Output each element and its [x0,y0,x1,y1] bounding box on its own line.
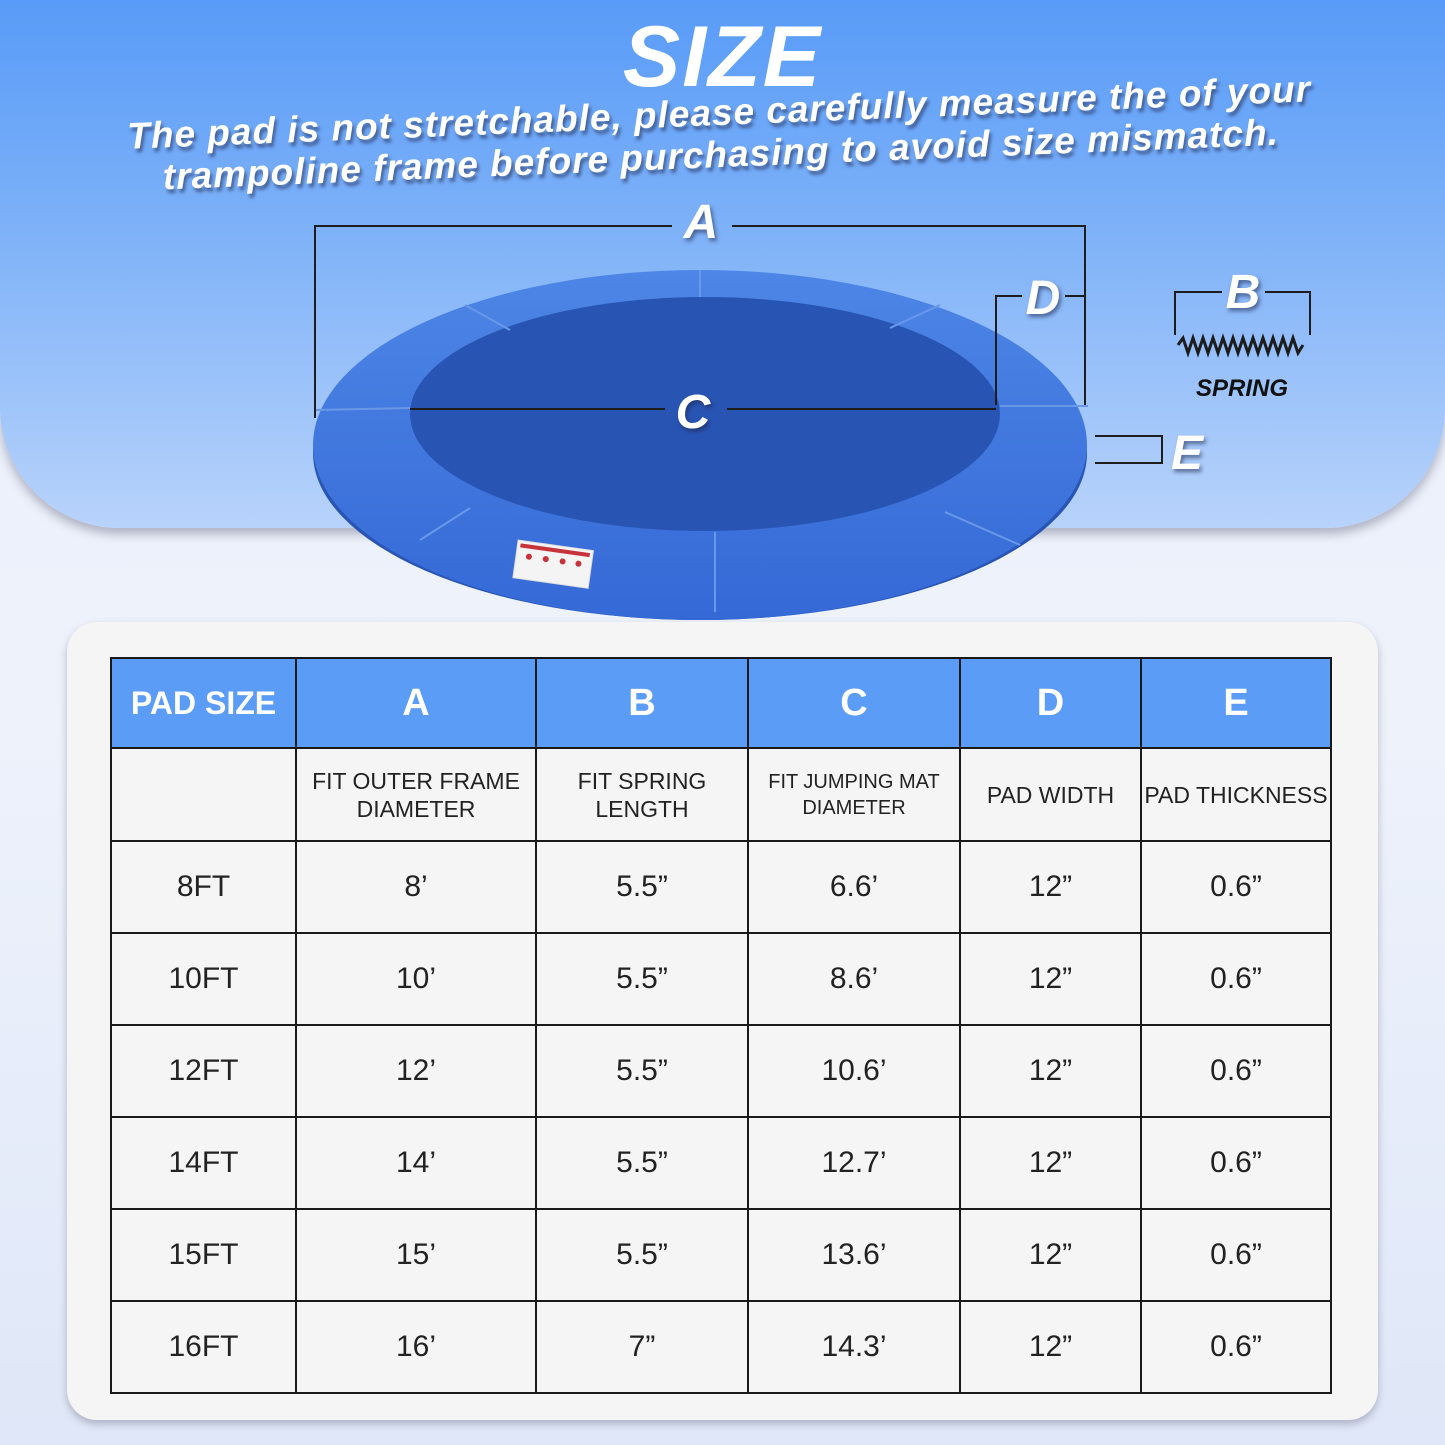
table-cell: 5.5” [535,1208,749,1302]
table-row: 16FT 16’ 7” 14.3’ 12” 0.6” [110,1300,1332,1394]
header-c: C [747,657,961,749]
label-d: D [1026,272,1061,325]
table-cell: 10’ [295,932,537,1026]
table-cell: 13.6’ [747,1208,961,1302]
table-cell: 12’ [295,1024,537,1118]
dimension-lines [314,225,1311,464]
table-cell: 0.6” [1140,1208,1332,1302]
page-title: SIZE [622,9,823,105]
table-cell: 14FT [110,1116,297,1210]
table-cell: 0.6” [1140,1300,1332,1394]
warning-label-icon [512,539,594,589]
table-cell: 0.6” [1140,840,1332,934]
header-b: B [535,657,749,749]
table-cell: 12.7’ [747,1116,961,1210]
subheader-cell [110,747,297,842]
table-row: 12FT 12’ 5.5” 10.6’ 12” 0.6” [110,1024,1332,1118]
table-cell: 5.5” [535,840,749,934]
table-cell: 12” [959,1116,1142,1210]
table-cell: 14’ [295,1116,537,1210]
table-cell: 7” [535,1300,749,1394]
table-cell: 6.6’ [747,840,961,934]
table-cell: 5.5” [535,1024,749,1118]
spring-icon [1176,333,1305,358]
table-cell: 16’ [295,1300,537,1394]
table-row: 10FT 10’ 5.5” 8.6’ 12” 0.6” [110,932,1332,1026]
header-pad-size: PAD SIZE [110,657,297,749]
table-row: 8FT 8’ 5.5” 6.6’ 12” 0.6” [110,840,1332,934]
table-cell: 5.5” [535,932,749,1026]
size-table: PAD SIZE A B C D E FIT OUTER FRAME DIAME… [110,657,1332,1394]
label-a: A [683,196,719,249]
table-cell: 10FT [110,932,297,1026]
table-cell: 10.6’ [747,1024,961,1118]
table-subheader-row: FIT OUTER FRAME DIAMETER FIT SPRING LENG… [110,747,1332,842]
label-b: B [1226,266,1261,319]
table-row: 14FT 14’ 5.5” 12.7’ 12” 0.6” [110,1116,1332,1210]
table-cell: 14.3’ [747,1300,961,1394]
header-d: D [959,657,1142,749]
table-cell: 12FT [110,1024,297,1118]
table-cell: 0.6” [1140,932,1332,1026]
table-cell: 8’ [295,840,537,934]
table-cell: 12” [959,840,1142,934]
table-cell: 16FT [110,1300,297,1394]
table-row: 15FT 15’ 5.5” 13.6’ 12” 0.6” [110,1208,1332,1302]
table-cell: 12” [959,1208,1142,1302]
table-cell: 8.6’ [747,932,961,1026]
subheader-cell: PAD WIDTH [959,747,1142,842]
subheader-cell: PAD THICKNESS [1140,747,1332,842]
table-cell: 5.5” [535,1116,749,1210]
pad-diagram: A D C E B SPRING [313,196,1311,620]
header-a: A [295,657,537,749]
table-cell: 8FT [110,840,297,934]
subheader-cell: FIT JUMPING MAT DIAMETER [747,747,961,842]
header-e: E [1140,657,1332,749]
table-cell: 0.6” [1140,1024,1332,1118]
table-cell: 12” [959,1024,1142,1118]
table-cell: 12” [959,1300,1142,1394]
table-cell: 15FT [110,1208,297,1302]
table-cell: 0.6” [1140,1116,1332,1210]
pad-seams [315,270,1088,612]
subheader-cell: FIT OUTER FRAME DIAMETER [295,747,537,842]
spring-label: SPRING [1196,375,1288,402]
table-header-row: PAD SIZE A B C D E [110,657,1332,749]
label-c: C [676,386,712,439]
label-e: E [1171,427,1205,480]
table-cell: 12” [959,932,1142,1026]
table-cell: 15’ [295,1208,537,1302]
subheader-cell: FIT SPRING LENGTH [535,747,749,842]
pad-ring [313,270,1087,620]
